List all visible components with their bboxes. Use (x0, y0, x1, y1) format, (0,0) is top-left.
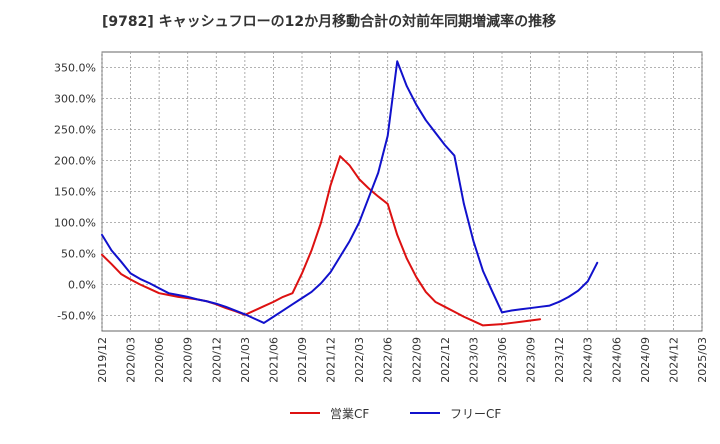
x-tick-label: 2023/12 (553, 337, 566, 383)
x-tick-label: 2022/12 (439, 337, 452, 383)
x-tick-label: 2023/09 (525, 337, 538, 383)
y-tick-label: 200.0% (54, 155, 96, 168)
x-tick-label: 2021/03 (239, 337, 252, 383)
x-tick-label: 2023/06 (496, 337, 509, 383)
x-tick-label: 2021/09 (296, 337, 309, 383)
series-layer (101, 60, 599, 327)
x-tick-label: 2021/06 (267, 337, 280, 383)
grid-layer (101, 51, 703, 332)
y-tick-label: 100.0% (54, 217, 96, 230)
x-tick-label: 2025/03 (696, 337, 709, 383)
legend-item-operating-cf-label: 営業CF (330, 407, 369, 421)
x-tick-label: 2020/12 (210, 337, 223, 383)
x-tick-label: 2020/03 (125, 337, 138, 383)
x-tick-label: 2019/12 (96, 337, 109, 383)
x-tick-label: 2024/06 (610, 337, 623, 383)
y-tick-label: 350.0% (54, 62, 96, 75)
y-tick-label: 150.0% (54, 186, 96, 199)
x-tick-label: 2020/06 (153, 337, 166, 383)
y-tick-label: -50.0% (57, 310, 96, 323)
legend: 営業CF フリーCF (290, 407, 501, 421)
x-tick-label: 2024/03 (582, 337, 595, 383)
y-tick-label: 250.0% (54, 124, 96, 137)
x-tick-label: 2024/09 (639, 337, 652, 383)
x-tick-label: 2022/06 (382, 337, 395, 383)
x-tick-label: 2021/12 (325, 337, 338, 383)
x-tick-label: 2022/03 (353, 337, 366, 383)
y-tick-label: 0.0% (68, 279, 96, 292)
y-tick-label: 50.0% (61, 248, 96, 261)
series-line-free-cf (101, 60, 599, 324)
x-tick-label: 2023/03 (467, 337, 480, 383)
x-tick-label: 2020/09 (182, 337, 195, 383)
legend-item-free-cf-label: フリーCF (450, 407, 501, 421)
x-tick-label: 2022/09 (410, 337, 423, 383)
x-tick-label: 2024/12 (667, 337, 680, 383)
series-line-operating-cf (101, 155, 542, 327)
y-tick-label: 300.0% (54, 93, 96, 106)
chart-title: [9782] キャッシュフローの12か月移動合計の対前年同期増減率の推移 (102, 13, 556, 30)
axis-layer: -50.0% 0.0% 50.0% 100.0% 150.0% 200.0% 250.0% 3… (54, 62, 709, 383)
